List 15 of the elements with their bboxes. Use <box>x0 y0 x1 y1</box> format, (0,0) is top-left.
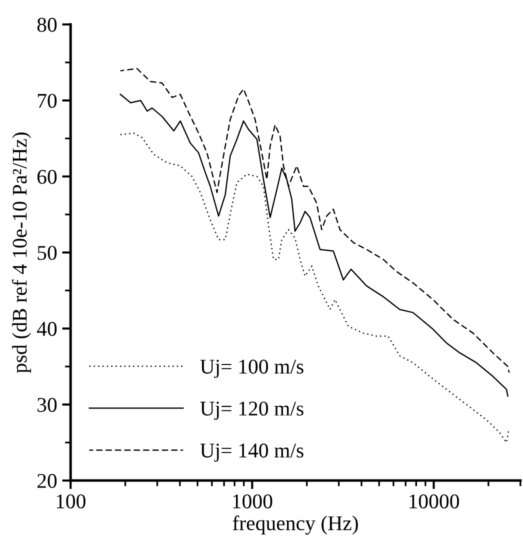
x-axis-title: frequency (Hz) <box>232 515 358 535</box>
legend-label: Uj= 120 m/s <box>200 402 304 420</box>
y-tick-label: 50 <box>38 246 57 260</box>
y-tick-label: 20 <box>37 474 57 488</box>
y-tick-label: 40 <box>36 322 57 336</box>
y-tick-label: 30 <box>38 398 57 412</box>
legend-label: Uj= 140 m/s <box>200 444 304 462</box>
legend-label: Uj= 100 m/s <box>200 360 304 378</box>
y-tick-label: 80 <box>37 18 57 32</box>
y-tick-label: 60 <box>37 170 57 184</box>
y-axis-title: psd (dB ref 4 10e-10 Pa²/Hz) <box>12 132 32 374</box>
y-tick-label: 70 <box>38 94 57 108</box>
x-tick-label: 10000 <box>410 494 459 508</box>
x-tick-label: 1000 <box>233 494 272 508</box>
x-tick-label: 100 <box>56 494 86 508</box>
